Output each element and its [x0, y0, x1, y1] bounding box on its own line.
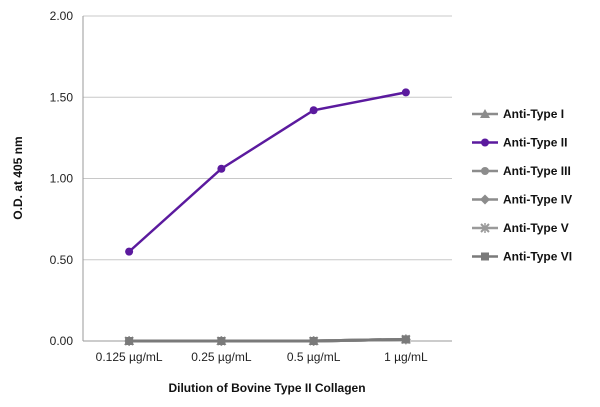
x-tick-label: 0.5 µg/mL	[287, 350, 341, 364]
series-line	[128, 91, 407, 253]
legend-item: Anti-Type V	[472, 221, 569, 235]
grid-lines	[83, 15, 452, 261]
data-point	[481, 252, 489, 261]
x-tick-labels: 0.125 µg/mL 0.25 µg/mL 0.5 µg/mL 1 µg/mL	[96, 350, 428, 364]
y-tick-label: 2.00	[50, 9, 74, 23]
data-point	[480, 194, 490, 205]
x-tick-label: 1 µg/mL	[384, 350, 428, 364]
x-tick-label: 0.125 µg/mL	[96, 350, 163, 364]
y-tick-label: 1.00	[50, 172, 74, 186]
y-tick-label: 1.50	[50, 90, 74, 104]
data-point	[217, 337, 226, 345]
data-point	[309, 106, 318, 115]
y-tick-label: 0.50	[50, 253, 74, 267]
legend-item: Anti-Type VI	[472, 250, 572, 264]
legend-label: Anti-Type VI	[503, 250, 572, 264]
data-point	[309, 337, 318, 345]
data-point	[401, 335, 410, 344]
legend-label: Anti-Type I	[503, 107, 564, 121]
legend-item: Anti-Type III	[472, 164, 571, 178]
series-anti-type-vi	[125, 335, 410, 345]
x-axis-title: Dilution of Bovine Type II Collagen	[168, 381, 365, 395]
legend-item: Anti-Type II	[472, 136, 567, 150]
data-point	[125, 247, 134, 256]
legend-label: Anti-Type II	[503, 136, 567, 150]
data-point	[480, 109, 490, 118]
legend: Anti-Type I Anti-Type II Anti-Type III Anti…	[472, 107, 572, 264]
y-axis-title: O.D. at 405 nm	[11, 136, 25, 219]
data-point	[217, 164, 226, 173]
legend-label: Anti-Type III	[503, 164, 571, 178]
series-line	[129, 337, 406, 343]
data-point	[125, 337, 134, 345]
y-tick-label: 0.00	[50, 334, 74, 348]
data-point	[481, 167, 489, 175]
data-point	[480, 223, 490, 233]
series-lines	[124, 88, 411, 346]
y-tick-labels: 0.00 0.50 1.00 1.50 2.00	[50, 9, 74, 348]
legend-label: Anti-Type V	[503, 221, 569, 235]
legend-label: Anti-Type IV	[503, 193, 572, 207]
series-anti-type-ii	[125, 88, 410, 256]
data-point	[481, 138, 489, 147]
legend-item: Anti-Type I	[472, 107, 564, 121]
data-point	[401, 88, 410, 97]
legend-item: Anti-Type IV	[472, 193, 572, 207]
x-tick-label: 0.25 µg/mL	[191, 350, 252, 364]
